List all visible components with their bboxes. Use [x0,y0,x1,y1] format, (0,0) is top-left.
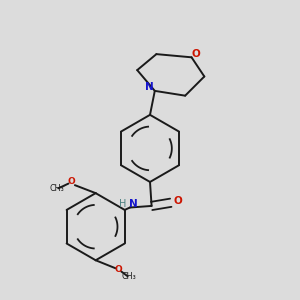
Text: CH₃: CH₃ [49,184,64,193]
Text: methoxy: methoxy [60,186,66,188]
Text: N: N [129,199,138,209]
Text: O: O [192,49,201,59]
Text: O: O [114,265,122,274]
Text: H: H [119,199,127,209]
Text: CH₃: CH₃ [122,272,136,281]
Text: N: N [145,82,153,92]
Text: O: O [173,196,182,206]
Text: O: O [68,178,76,187]
